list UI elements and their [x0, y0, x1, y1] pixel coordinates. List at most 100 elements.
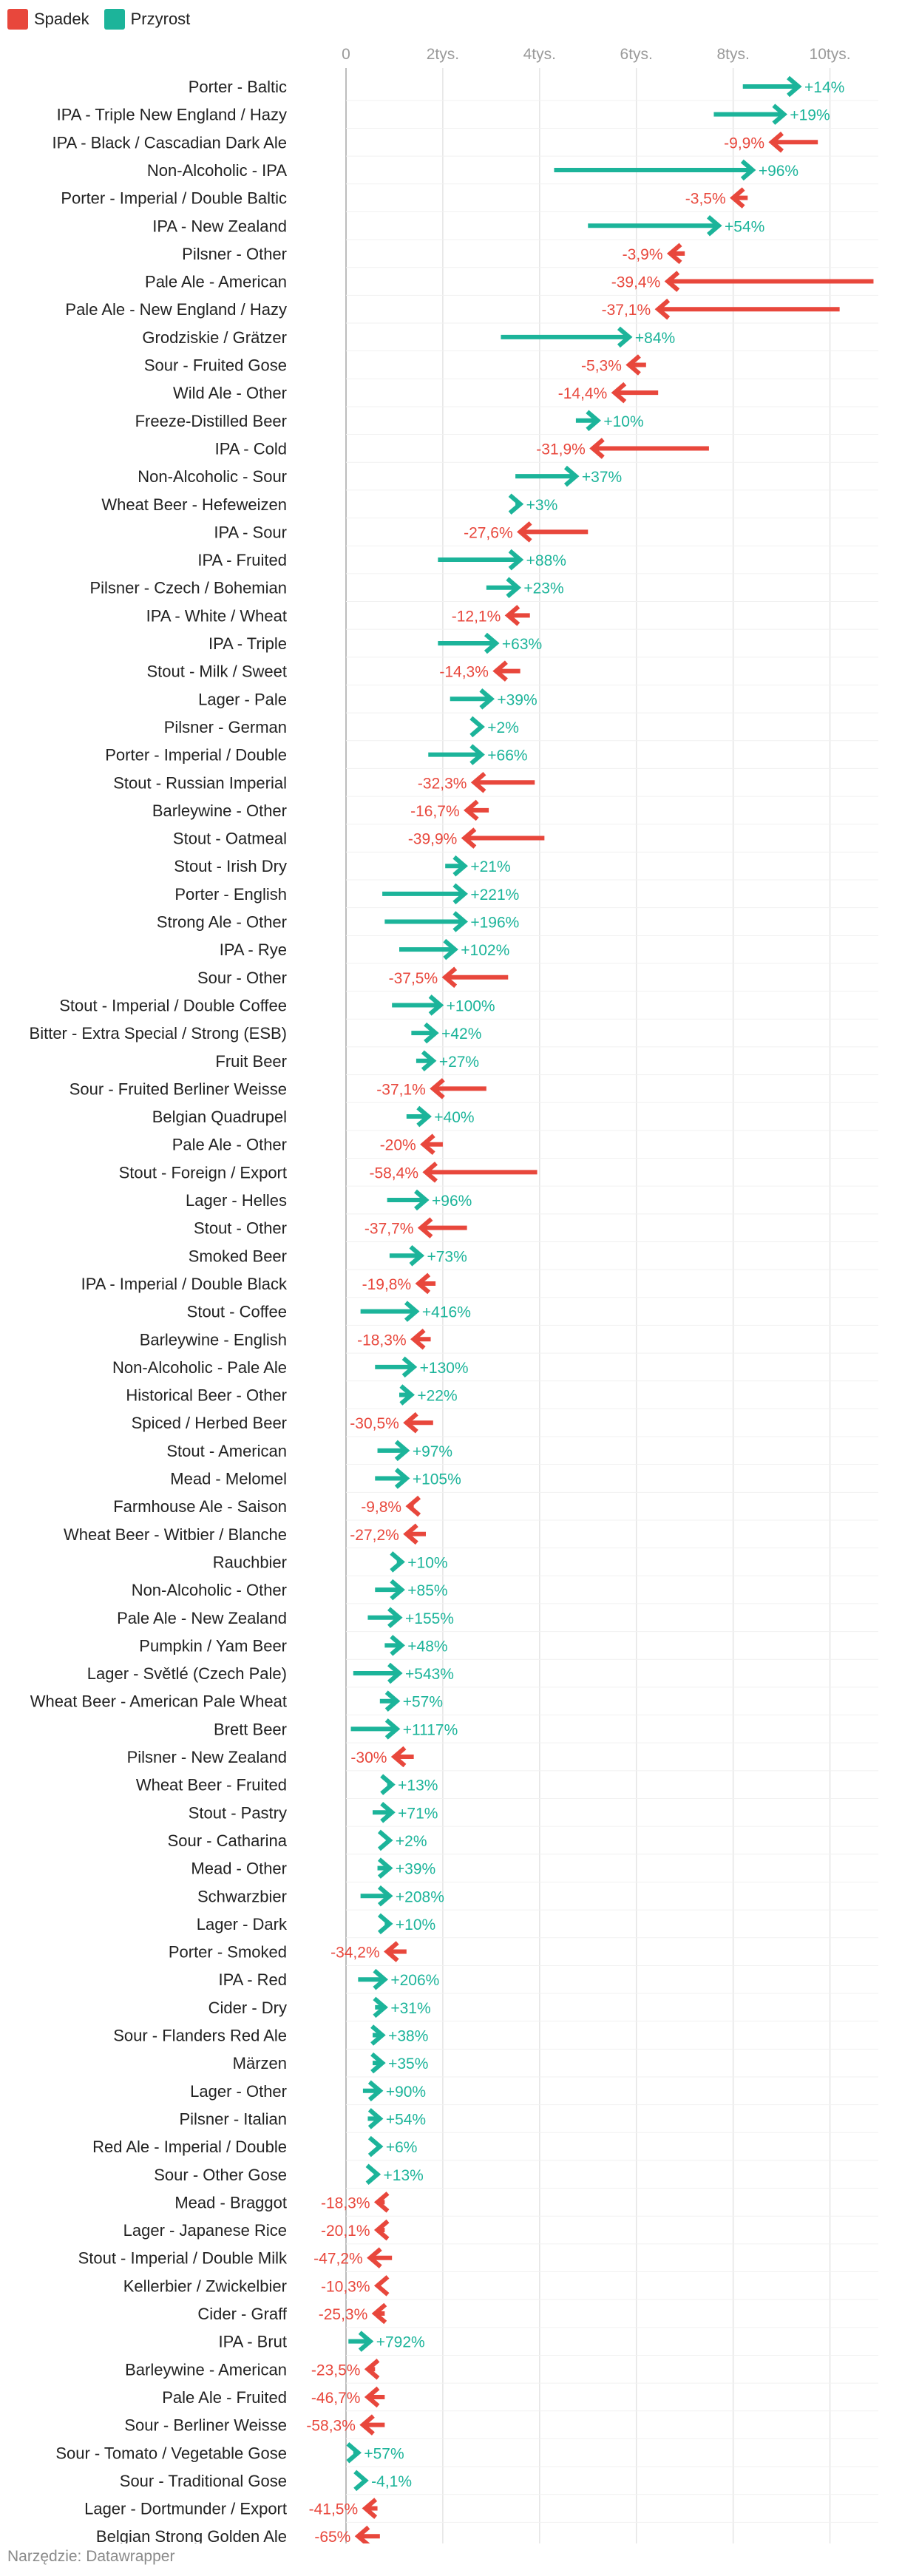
arrow-head[interactable]: [370, 2024, 386, 2046]
arrow-head[interactable]: [469, 744, 485, 765]
arrow-head[interactable]: [517, 521, 532, 543]
arrow-head[interactable]: [387, 1607, 403, 1629]
category-label: Sour - Traditional Gose: [120, 2472, 287, 2490]
arrow-head[interactable]: [441, 966, 458, 989]
arrow-head[interactable]: [346, 2441, 362, 2464]
arrow-head[interactable]: [403, 1411, 418, 1434]
arrow-head[interactable]: [399, 1384, 415, 1406]
arrow-head[interactable]: [390, 1551, 405, 1573]
arrow-head[interactable]: [625, 354, 641, 376]
arrow-head[interactable]: [390, 1579, 405, 1601]
arrow-head[interactable]: [492, 660, 508, 682]
arrow-head[interactable]: [367, 2108, 384, 2129]
arrow-head[interactable]: [410, 1328, 426, 1350]
change-label: -39,4%: [611, 274, 661, 291]
arrow-head[interactable]: [730, 187, 745, 209]
arrow-head[interactable]: [387, 1662, 403, 1684]
arrow-head[interactable]: [654, 298, 671, 320]
arrow-head[interactable]: [417, 1217, 433, 1238]
arrow-head[interactable]: [380, 1774, 396, 1795]
arrow-head[interactable]: [589, 438, 605, 459]
arrow-head[interactable]: [664, 271, 680, 292]
arrow-head[interactable]: [384, 1718, 401, 1740]
arrow-head[interactable]: [443, 938, 458, 960]
arrow-head[interactable]: [394, 1440, 410, 1462]
arrow-head[interactable]: [508, 493, 524, 515]
arrow-head[interactable]: [394, 1468, 410, 1489]
arrow-head[interactable]: [772, 104, 787, 125]
arrow-head[interactable]: [405, 1495, 421, 1517]
arrow-head[interactable]: [469, 716, 485, 738]
arrow-head[interactable]: [416, 1105, 432, 1128]
arrow-head[interactable]: [707, 214, 722, 237]
arrow-head[interactable]: [464, 799, 479, 821]
arrow-head[interactable]: [611, 382, 627, 404]
arrow-head[interactable]: [428, 994, 444, 1016]
arrow-head[interactable]: [452, 855, 468, 877]
category-label: Barleywine - English: [140, 1330, 287, 1349]
arrow-head[interactable]: [415, 1272, 431, 1295]
arrow-head[interactable]: [358, 2331, 374, 2352]
arrow-head[interactable]: [367, 2135, 384, 2158]
arrow-head[interactable]: [377, 1857, 393, 1879]
arrow-head[interactable]: [422, 1162, 438, 1183]
arrow-head[interactable]: [420, 1133, 435, 1155]
arrow-head[interactable]: [666, 243, 682, 265]
category-label: IPA - Cold: [215, 439, 287, 458]
category-label: IPA - Brut: [218, 2333, 287, 2351]
arrow-head[interactable]: [377, 1885, 393, 1907]
category-label: Barleywine - Other: [152, 801, 287, 820]
arrow-head[interactable]: [414, 1189, 430, 1211]
arrow-head[interactable]: [506, 577, 521, 598]
arrow-head[interactable]: [377, 1913, 393, 1935]
arrow-head[interactable]: [563, 465, 580, 487]
arrow-head[interactable]: [470, 771, 486, 793]
arrow-head[interactable]: [452, 911, 468, 932]
arrow-head[interactable]: [364, 2359, 380, 2380]
arrow-head[interactable]: [461, 827, 477, 849]
arrow-head[interactable]: [365, 2163, 382, 2186]
arrow-head[interactable]: [452, 883, 468, 905]
arrow-head[interactable]: [354, 2525, 370, 2543]
legend-item-decrease[interactable]: Spadek: [7, 9, 89, 30]
arrow-head[interactable]: [504, 605, 520, 626]
arrow-head[interactable]: [377, 1829, 393, 1851]
arrow-head[interactable]: [373, 1996, 388, 2019]
arrow-head[interactable]: [409, 1245, 425, 1267]
arrow-head[interactable]: [384, 1941, 399, 1962]
arrow-head[interactable]: [424, 1022, 439, 1044]
change-label: +206%: [390, 1972, 439, 1989]
arrow-head[interactable]: [373, 2192, 390, 2213]
arrow-head[interactable]: [362, 2498, 378, 2519]
arrow-head[interactable]: [421, 1050, 437, 1072]
arrow-head[interactable]: [479, 688, 495, 710]
arrow-head[interactable]: [367, 2080, 384, 2102]
arrow-head[interactable]: [373, 2219, 390, 2241]
change-label: +208%: [396, 1888, 444, 1905]
arrow-head[interactable]: [403, 1523, 418, 1545]
arrow-head[interactable]: [353, 2470, 369, 2492]
arrow-head[interactable]: [370, 2052, 386, 2074]
arrow-head[interactable]: [373, 2275, 390, 2297]
arrow-head[interactable]: [768, 132, 784, 153]
arrow-head[interactable]: [586, 410, 601, 432]
change-label: +543%: [405, 1666, 454, 1683]
arrow-head[interactable]: [380, 1802, 396, 1823]
arrow-head[interactable]: [359, 2414, 375, 2436]
arrow-head[interactable]: [430, 1078, 445, 1099]
arrow-head[interactable]: [401, 1356, 418, 1378]
arrow-head[interactable]: [373, 1968, 388, 1990]
arrow-head[interactable]: [367, 2247, 382, 2268]
arrow-head[interactable]: [404, 1301, 420, 1322]
legend-item-increase[interactable]: Przyrost: [104, 9, 190, 30]
arrow-head[interactable]: [390, 1746, 407, 1768]
arrow-head[interactable]: [617, 326, 633, 348]
arrow-head[interactable]: [390, 1635, 405, 1656]
arrow-head[interactable]: [384, 1690, 401, 1712]
arrow-head[interactable]: [371, 2302, 387, 2325]
arrow-head[interactable]: [787, 75, 802, 98]
arrow-head[interactable]: [364, 2386, 380, 2408]
arrow-head[interactable]: [740, 159, 756, 181]
arrow-head[interactable]: [484, 632, 500, 654]
arrow-head[interactable]: [508, 549, 524, 571]
